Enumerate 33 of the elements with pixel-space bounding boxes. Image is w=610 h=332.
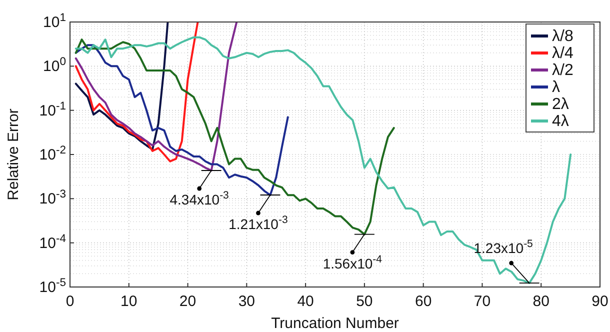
line-series: [74, 22, 169, 150]
y-tick-label: 10$^{0}$: [43, 56, 66, 76]
legend-label: λ/2: [552, 62, 574, 79]
x-tick-label: 90: [592, 293, 608, 310]
x-tick-label: 80: [532, 293, 550, 310]
annotation: 1.56x10$^{-4}$: [322, 253, 382, 272]
line-series: [74, 38, 395, 236]
x-tick-label: 30: [238, 293, 256, 310]
x-tick-label: 0: [66, 293, 74, 310]
y-tick-label: 10$^{-2}$: [39, 144, 66, 164]
y-axis-title: Relative Error: [5, 108, 22, 200]
x-tick-label: 10: [120, 293, 138, 310]
x-axis-title: Truncation Number: [271, 315, 399, 332]
y-tick-label: 10$^{-3}$: [39, 188, 66, 208]
x-tick-label: 50: [356, 293, 373, 310]
legend-label: 4λ: [552, 113, 569, 130]
x-tick-label: 40: [297, 293, 314, 310]
legend-label: λ: [552, 79, 560, 96]
x-tick-label: 60: [414, 293, 432, 310]
x-tick-label: 70: [474, 293, 491, 310]
annotation: 1.23x10$^{-5}$: [474, 238, 534, 256]
annotation: 4.34x10$^{-3}$: [170, 190, 230, 208]
y-tick-label: 10$^{-4}$: [39, 232, 66, 252]
y-tick-label: 10$^{1}$: [43, 12, 66, 31]
line-series: [74, 22, 238, 172]
annotation: 1.21x10$^{-3}$: [228, 214, 288, 232]
x-tick-label: 20: [179, 293, 196, 310]
y-tick-label: 10$^{-5}$: [39, 277, 66, 296]
line-series: [74, 22, 199, 162]
legend-label: 2λ: [552, 96, 569, 113]
legend-label: λ/4: [552, 45, 574, 62]
legend-label: λ/8: [552, 28, 574, 45]
y-tick-label: 10$^{-1}$: [39, 100, 66, 120]
